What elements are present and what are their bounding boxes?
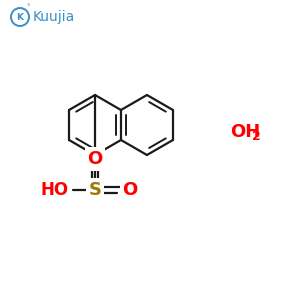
Text: °: ° xyxy=(26,4,30,10)
Text: HO: HO xyxy=(41,181,69,199)
Text: O: O xyxy=(122,181,138,199)
Text: S: S xyxy=(88,181,101,199)
Text: OH: OH xyxy=(230,123,260,141)
Text: O: O xyxy=(87,150,103,168)
Text: K: K xyxy=(16,13,23,22)
Text: Kuujia: Kuujia xyxy=(33,10,75,24)
Text: 2: 2 xyxy=(252,130,261,142)
